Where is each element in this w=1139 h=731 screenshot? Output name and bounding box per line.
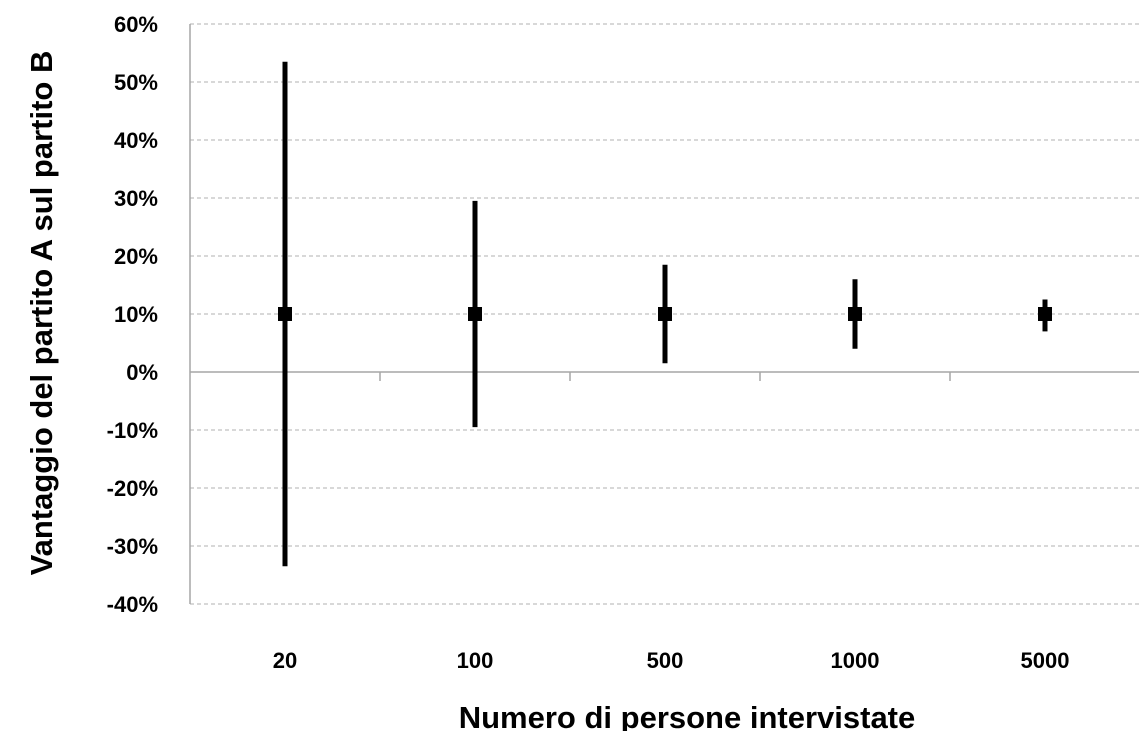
data-point-marker (278, 307, 292, 321)
x-tick-label: 500 (647, 648, 684, 673)
gridlines (190, 23, 1139, 605)
x-tick-label: 5000 (1021, 648, 1070, 673)
data-point-marker (1038, 307, 1052, 321)
x-tick-label: 1000 (831, 648, 880, 673)
x-tick-labels: 20 100 500 1000 5000 (273, 648, 1070, 673)
y-tick-label: -20% (107, 476, 158, 501)
data-point-marker (468, 307, 482, 321)
y-tick-label: 30% (114, 186, 158, 211)
y-tick-label: 50% (114, 70, 158, 95)
x-tick-label: 100 (457, 648, 494, 673)
data-point-marker (848, 307, 862, 321)
y-tick-label: -10% (107, 418, 158, 443)
y-tick-label: 40% (114, 128, 158, 153)
y-tick-label: 10% (114, 302, 158, 327)
y-tick-label: 60% (114, 12, 158, 37)
x-axis-title: Numero di persone intervistate (459, 700, 916, 731)
x-tick-label: 20 (273, 648, 297, 673)
error-bars (278, 61, 1052, 567)
y-tick-label: 20% (114, 244, 158, 269)
y-tick-labels: 60% 50% 40% 30% 20% 10% 0% -10% -20% -30% -40% (107, 12, 158, 617)
data-point-marker (658, 307, 672, 321)
y-tick-label: 0% (126, 360, 158, 385)
y-tick-label: -30% (107, 534, 158, 559)
y-tick-label: -40% (107, 592, 158, 617)
axes (189, 24, 1139, 604)
y-axis-title: Vantaggio del partito A sul partito B (24, 51, 59, 576)
